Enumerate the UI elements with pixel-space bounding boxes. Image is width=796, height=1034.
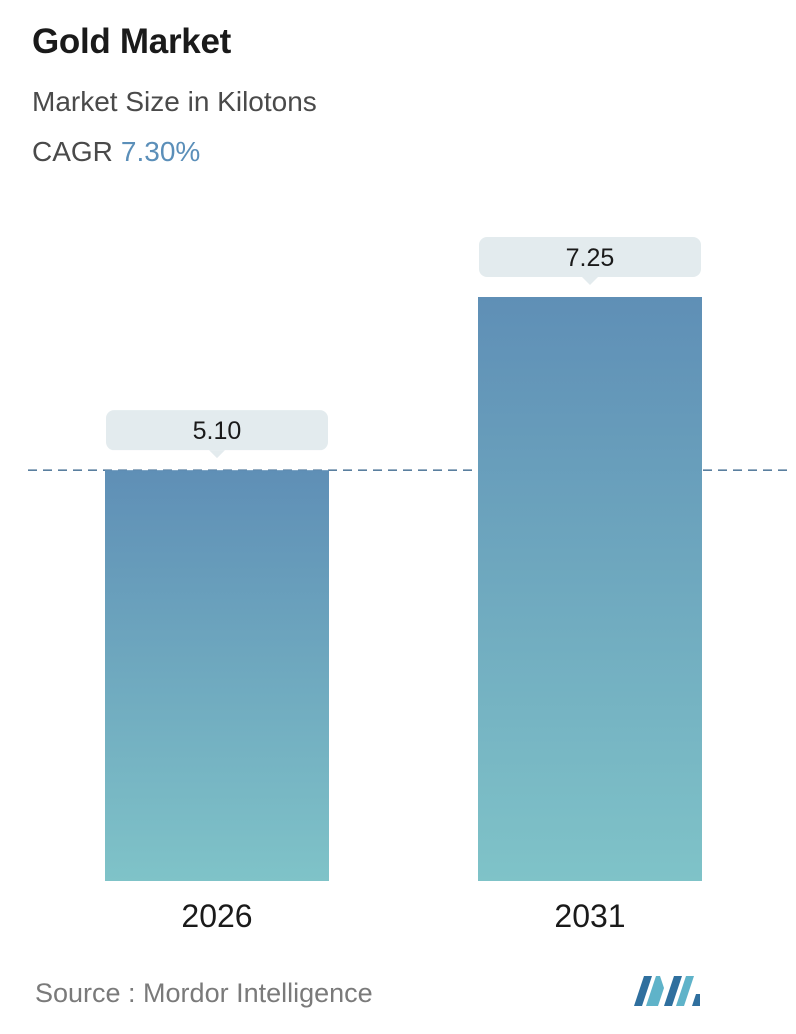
cagr-label: CAGR xyxy=(32,136,113,167)
cagr-line: CAGR 7.30% xyxy=(32,136,200,168)
value-label-2031: 7.25 xyxy=(566,244,615,272)
source-caption: Source : Mordor Intelligence xyxy=(35,978,373,1008)
bar-2031 xyxy=(478,297,702,881)
bar-chart: 5.10 2026 7.25 2031 xyxy=(28,237,790,934)
bar-2026 xyxy=(105,470,329,881)
mordor-intelligence-logo-icon xyxy=(634,976,700,1006)
value-label-pointer-2031 xyxy=(582,277,598,285)
chart-title: Gold Market xyxy=(32,22,231,61)
chart-subtitle: Market Size in Kilotons xyxy=(32,86,317,117)
category-label-2026: 2026 xyxy=(181,898,252,934)
value-label-pointer-2026 xyxy=(209,450,225,459)
category-label-2031: 2031 xyxy=(554,898,625,934)
value-label-box-2026 xyxy=(106,410,328,451)
value-label-2026: 5.10 xyxy=(193,417,242,445)
bars-layer: 5.10 2026 7.25 2031 xyxy=(105,237,702,934)
value-label-box-2031 xyxy=(479,237,701,277)
cagr-value: 7.30% xyxy=(120,136,201,167)
